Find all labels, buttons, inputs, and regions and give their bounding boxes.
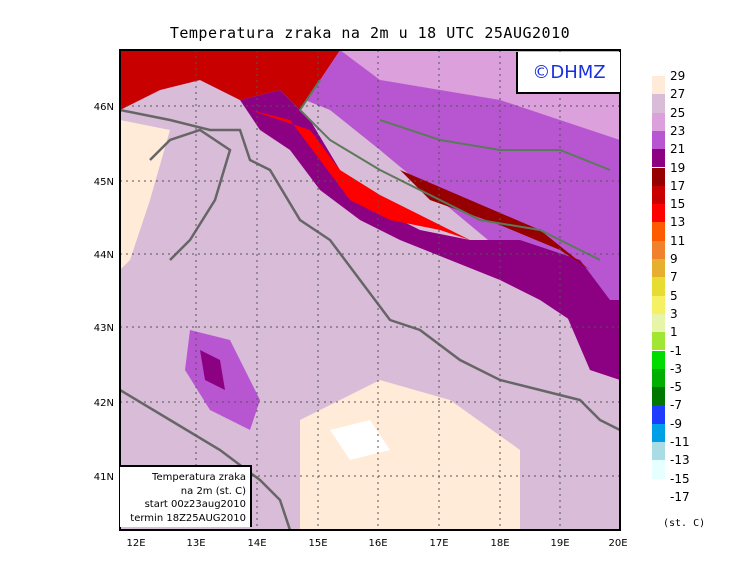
legend-swatch [652,405,665,424]
legend-unit: (st. C) [663,518,706,529]
coastline-east [120,108,620,432]
legend-swatch [652,112,665,131]
warm-inland-zone [120,50,620,360]
lat-tick: 43N [94,323,114,334]
legend-label: 7 [670,270,678,285]
legend-swatch [652,387,665,406]
lon-tick: 17E [429,538,448,549]
info-line: Temperatura zraka [152,472,246,483]
legend-swatch [652,240,665,259]
warm-core-patch [200,350,225,390]
legend-swatch [652,76,665,95]
legend-swatch [652,204,665,223]
legend-label: 11 [670,233,686,248]
legend-swatch [652,313,665,333]
coastline-italy-north [149,128,232,261]
map-title: Temperatura zraka na 2m u 18 UTC 25AUG20… [169,24,571,42]
info-line: termin 18Z25AUG2010 [130,512,246,524]
legend-swatch [652,295,665,314]
legend-label: 27 [670,87,686,102]
lat-axis: 46N 45N 44N 43N 42N 41N [94,102,114,483]
legend-label: -3 [670,361,682,376]
legend-swatch [652,149,665,168]
legend-label: 9 [670,252,678,266]
legend-label: -7 [670,398,682,413]
lon-tick: 16E [368,538,387,549]
montenegro-warm-patch [560,300,620,380]
legend-label: -17 [670,489,690,504]
legend-label: 19 [670,160,686,175]
italy-coast-warm [120,120,170,270]
lon-tick: 13E [186,538,205,549]
south-coast-warm [300,380,520,530]
info-box: Temperatura zraka na 2m (st. C) start 00… [120,465,252,527]
legend-label: -1 [670,343,682,358]
legend-label: -15 [670,471,690,486]
legend-label: 23 [670,123,686,138]
legend-swatch [652,368,665,388]
lat-tick: 42N [94,398,114,409]
lon-tick: 19E [550,538,569,549]
legend-label: 29 [670,69,686,83]
dhmz-logo: ©DHMZ [516,52,620,94]
lon-tick: 20E [608,538,627,549]
hot-core-south [400,170,590,270]
lon-tick: 18E [490,538,509,549]
legend-swatch [652,259,665,278]
legend-label: 13 [670,215,686,230]
legend-swatch [652,130,665,150]
legend-swatch [652,442,665,461]
legend-label: -11 [670,435,690,449]
legend-swatch [652,94,665,113]
dinaric-zone [240,90,620,340]
lon-tick: 14E [247,538,266,549]
legend-label: -9 [670,416,682,431]
cool-patch [330,420,390,460]
legend-swatch [652,167,665,186]
legend-label: 3 [670,306,678,321]
legend-swatch [652,185,665,205]
legend-label: 15 [670,197,686,212]
legend-swatch [652,332,665,351]
map-frame [119,49,621,531]
lat-tick: 46N [94,102,114,113]
legend-swatch [652,350,665,369]
legend-label: 25 [670,105,686,120]
legend-swatch [652,460,665,479]
lon-tick: 12E [126,538,145,549]
border-line [298,79,601,261]
legend-label: -5 [670,380,682,395]
legend-label: -13 [670,453,690,468]
lat-tick: 41N [94,472,114,483]
legend-label: 17 [670,178,686,193]
legend-swatch [652,423,665,442]
legend-label: 5 [670,288,678,303]
lon-tick: 15E [308,538,327,549]
lat-tick: 44N [94,250,114,261]
legend-swatch [652,277,665,296]
grid-lines [120,50,620,530]
lon-axis: 12E 13E 14E 15E 16E 17E 18E 19E 20E [126,538,627,549]
border-line-north [379,119,611,171]
info-line: na 2m (st. C) [180,485,246,497]
lat-tick: 45N [94,177,114,188]
legend-label: 21 [670,142,686,157]
legend-swatch [652,222,665,241]
info-line: start 00z23aug2010 [144,499,246,510]
legend-label: 1 [670,325,678,340]
